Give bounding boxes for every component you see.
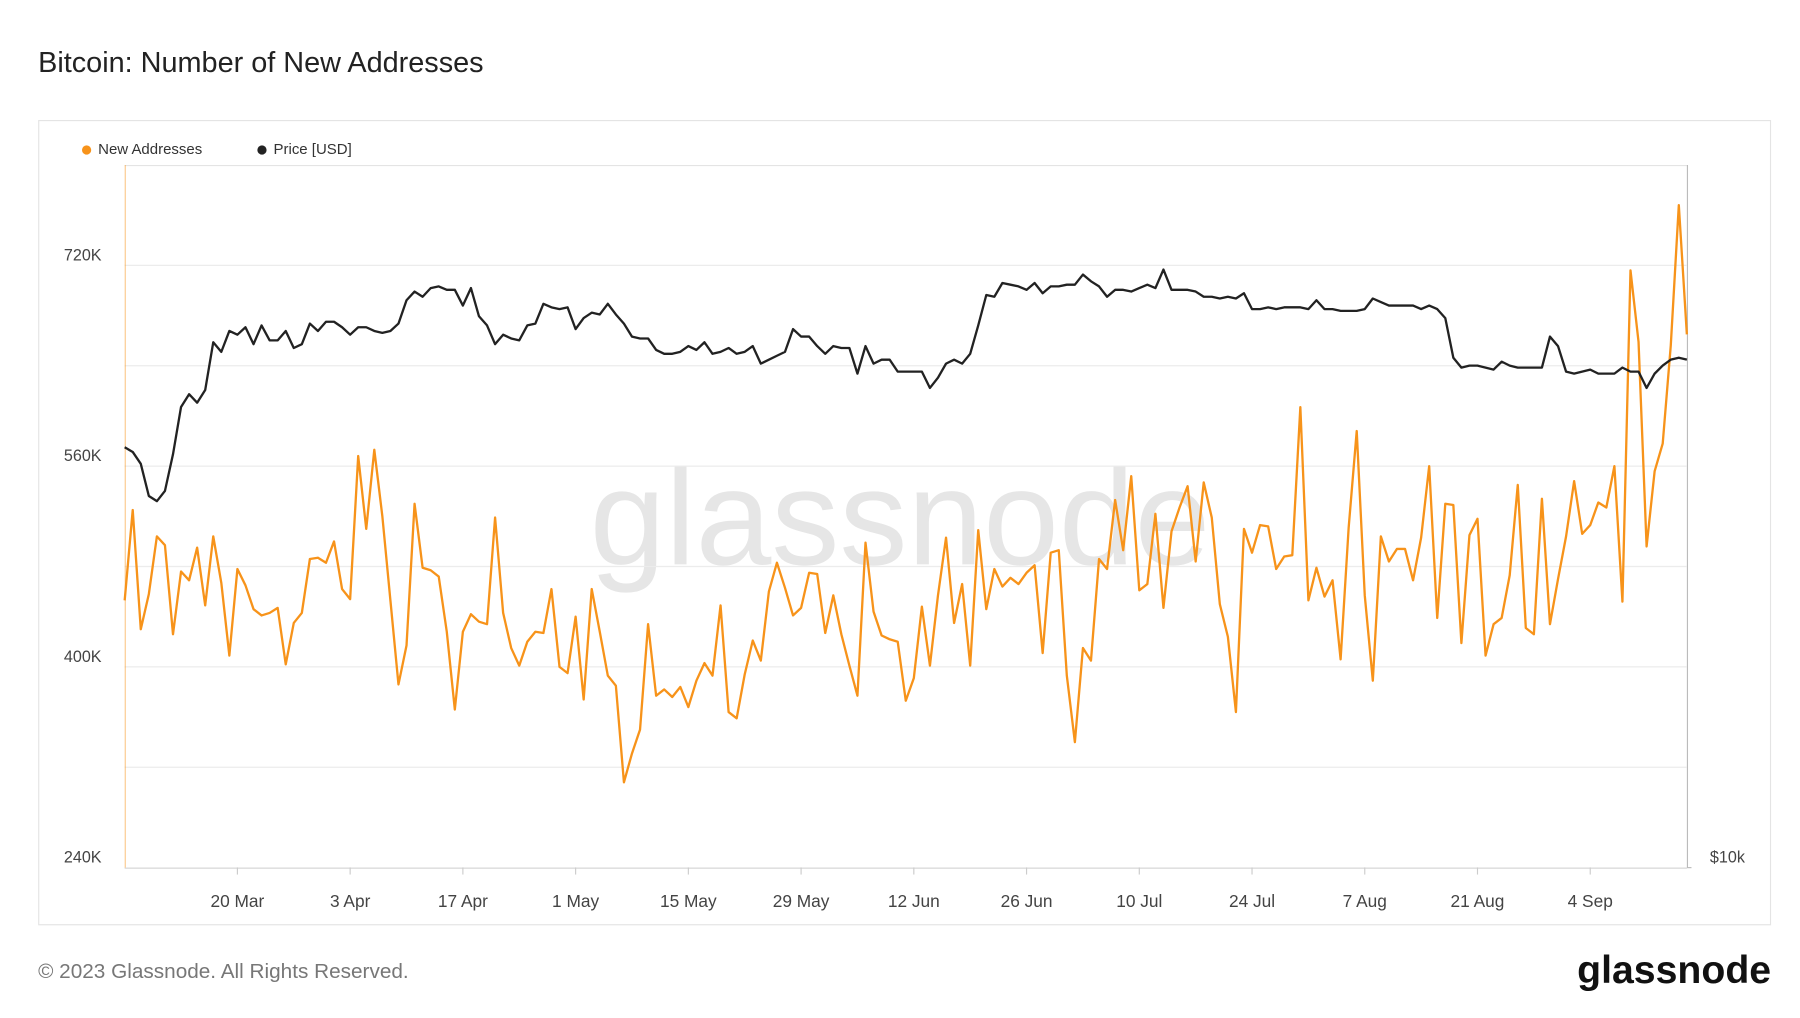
x-tick-label: 7 Aug (1343, 891, 1387, 911)
panel (38, 119, 1772, 926)
x-tick-label: 4 Sep (1568, 891, 1613, 911)
y2-tick-label: $10k (1710, 849, 1746, 867)
brand-logo: glassnode (1577, 948, 1771, 992)
x-tick-label: 21 Aug (1451, 891, 1505, 911)
x-tick-label: 29 May (773, 891, 830, 911)
legend-label: Price [USD] (274, 141, 352, 158)
y-tick-label: 240K (64, 849, 102, 867)
x-tick-label: 20 Mar (210, 891, 264, 911)
y-tick-label: 400K (64, 648, 102, 666)
x-tick-label: 17 Apr (438, 891, 488, 911)
series-line (124, 268, 1688, 503)
series-line (123, 203, 1689, 784)
x-tick-label: 24 Jul (1229, 891, 1275, 911)
legend-marker (81, 145, 92, 155)
footer: © 2023 Glassnode. All Rights Reserved. (38, 960, 409, 983)
x-tick-label: 26 Jun (1001, 891, 1053, 911)
y-tick-label: 720K (64, 246, 102, 264)
y-tick-label: 560K (64, 447, 102, 465)
x-tick-label: 10 Jul (1116, 891, 1162, 911)
legend-label: New Addresses (98, 141, 202, 158)
x-tick-label: 1 May (552, 891, 599, 911)
x-tick-label: 3 Apr (330, 891, 371, 911)
x-tick-label: 15 May (660, 891, 717, 911)
legend-marker (257, 145, 267, 155)
x-tick-label: 12 Jun (888, 891, 940, 911)
chart-title: Bitcoin: Number of New Addresses (38, 47, 483, 79)
